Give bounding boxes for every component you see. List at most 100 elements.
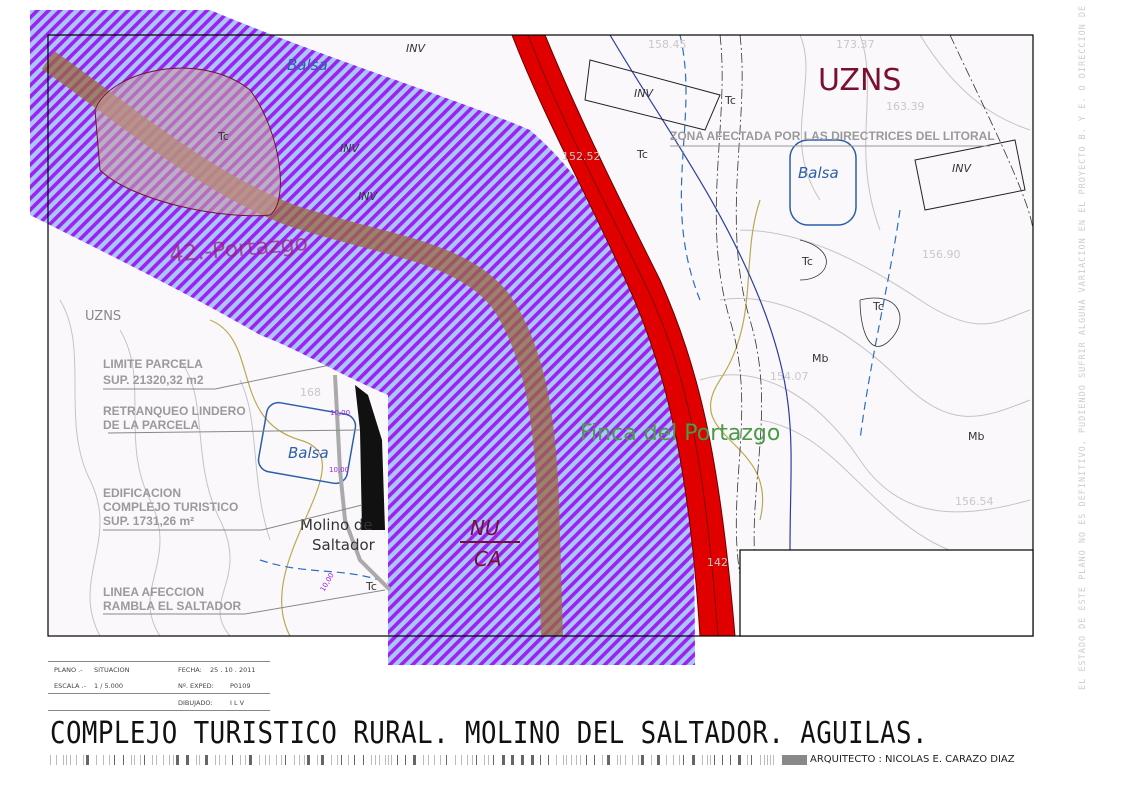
elevation-label: 163.39 [886, 100, 925, 113]
barcode-bar [548, 755, 549, 765]
barcode-bar [586, 755, 587, 765]
barcode-bar [521, 755, 524, 765]
plano-label: PLANO .- [54, 666, 83, 674]
elevation-label: 152.52 [562, 150, 601, 163]
tc-label: Tc [217, 130, 229, 143]
barcode-bar [63, 755, 64, 765]
barcode-bar [764, 755, 765, 765]
building-footprint [355, 385, 385, 530]
inv-label: INV [406, 42, 426, 55]
barcode-bar [738, 755, 741, 765]
barcode-bar [472, 755, 473, 765]
contour-lines [59, 35, 1031, 636]
balsa-label: Balsa [288, 444, 329, 462]
barcode-bar [594, 755, 595, 765]
barcode-bar [710, 755, 711, 765]
barcode-bar [388, 755, 389, 765]
balsa-label: Balsa [798, 164, 839, 182]
barcode-bar [70, 755, 71, 765]
tc-label: Tc [801, 255, 813, 268]
barcode-bar [156, 755, 157, 765]
barcode-bar [337, 755, 338, 765]
barcode-bar [245, 755, 246, 765]
barcode-bar [751, 755, 752, 765]
barcode-bar [563, 755, 564, 765]
barcode-bar [196, 755, 197, 765]
map-frame [47, 34, 1034, 637]
retranqueo-label-2: DE LA PARCELA [103, 418, 199, 432]
barcode-bar [428, 755, 429, 765]
tc-label: Tc [724, 94, 736, 107]
zona-afectada-label: ZONA AFECTADA POR LAS DIRECTRICES DEL LI… [670, 129, 995, 143]
barcode-bar [423, 755, 424, 765]
barcode-bar [692, 755, 695, 765]
barcode-bar [707, 755, 708, 765]
barcode-bar [446, 755, 447, 765]
barcode-bar [679, 755, 680, 765]
escala-label: ESCALA .- [54, 682, 86, 690]
road-centerline [527, 34, 719, 637]
barcode-bar [413, 755, 416, 765]
barcode-bar [232, 755, 233, 765]
barcode-bar [502, 755, 505, 765]
barcode-bar [638, 755, 639, 765]
dibujado-value: I L V [230, 699, 245, 707]
barcode-bar [540, 755, 541, 765]
mb-label: Mb [812, 352, 828, 365]
barcode-bar [476, 755, 477, 765]
barcode-bar [321, 755, 324, 765]
barcode-bar [123, 755, 124, 765]
finca-label: Finca del Portazgo [580, 421, 780, 446]
inv-label: INV [340, 142, 360, 155]
barcode-bar [773, 755, 774, 765]
elevation-label: 142 [707, 556, 728, 569]
barcode-bar [397, 755, 398, 765]
elevation-label: 168 [300, 386, 321, 399]
tc-label: Tc [636, 148, 648, 161]
nuca-label-1: NU [470, 516, 500, 540]
barcode-bar [714, 755, 715, 765]
inv-label: INV [358, 190, 378, 203]
barcode-bar [134, 755, 135, 765]
barcode-bar [440, 755, 441, 765]
barcode-bar [259, 755, 260, 765]
barcode-bar [240, 755, 241, 765]
linea-afeccion-label: LINEA AFECCION [103, 585, 204, 599]
barcode-bar [467, 755, 468, 765]
molino-label-2: Saltador [312, 536, 376, 554]
tc-label: Tc [872, 300, 884, 313]
fecha-value: 25 . 10 . 2011 [210, 666, 256, 674]
plano-value: SITUACION [94, 666, 130, 674]
leader-line [261, 504, 363, 531]
barcode-bar [484, 755, 485, 765]
inv-label: INV [952, 162, 972, 175]
decorative-barcode-strip [50, 755, 807, 765]
edificacion-label: EDIFICACION [103, 486, 181, 500]
exped-value: P0109 [230, 682, 251, 690]
barcode-bar [747, 755, 748, 765]
exped-label: Nº. EXPED: [178, 682, 214, 690]
barcode-bar [225, 755, 226, 765]
barcode-bar [169, 755, 170, 765]
fecha-label: FECHA: [178, 666, 202, 674]
barcode-bar [576, 755, 577, 765]
barcode-bar [317, 755, 318, 765]
barcode-bar [379, 755, 380, 765]
dimension-label: 10,00 [329, 466, 349, 474]
project-title: COMPLEJO TURISTICO RURAL. MOLINO DEL SAL… [50, 716, 928, 751]
barcode-bar [722, 755, 723, 765]
barcode-bar [83, 755, 84, 765]
barcode-bar [770, 755, 771, 765]
barcode-bar [511, 755, 514, 765]
barcode-bar [249, 755, 252, 765]
barcode-bar [531, 755, 534, 765]
titleblock-rule [48, 710, 270, 711]
titleblock-rule [48, 693, 270, 694]
architect-credit: ARQUITECTO : NICOLAS E. CARAZO DIAZ [810, 754, 1015, 765]
barcode-bar [163, 755, 164, 765]
barcode-bar [114, 755, 115, 765]
barcode-bar [276, 755, 277, 765]
titleblock-rule [48, 661, 270, 662]
barcode-bar [96, 755, 97, 765]
